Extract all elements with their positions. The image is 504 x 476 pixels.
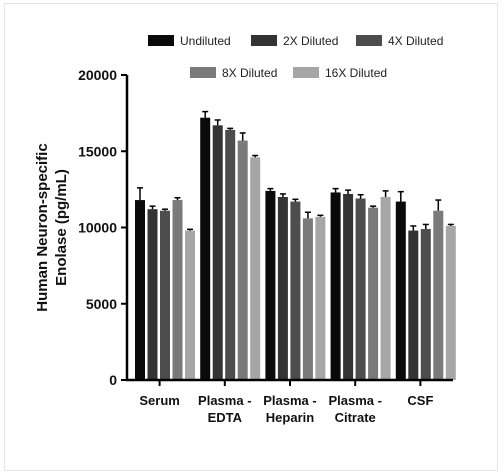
x-axis: Serum Plasma - EDTA Plasma - Heparin Plasma -…: [126, 378, 453, 425]
bar-1-1: [212, 125, 223, 380]
legend-swatch-1: [251, 35, 277, 46]
x-tick-label-3-1: Citrate: [335, 410, 376, 425]
bar-4-4: [445, 225, 456, 380]
y-axis: 0 5000 10000 15000 20000: [78, 67, 129, 388]
bar-0-1: [147, 209, 158, 380]
bar-0-0: [135, 200, 145, 380]
x-tick-label-4-0: CSF: [407, 393, 433, 408]
y-axis-label-line-1: Enolase (pg/mL): [53, 169, 70, 286]
bar-3-4: [380, 197, 391, 380]
y-tick-label-2: 10000: [78, 220, 117, 236]
bar-3-2: [355, 198, 366, 380]
y-tick-label-1: 5000: [86, 296, 117, 312]
x-tick-label-2-0: Plasma -: [263, 393, 316, 408]
y-tick-label-4: 20000: [78, 67, 117, 83]
bar-0-3: [172, 200, 183, 380]
bar-1-4: [250, 157, 261, 380]
bar-2-4: [315, 216, 326, 380]
legend-label-0: Undiluted: [180, 34, 231, 48]
bar-0-4: [185, 230, 195, 380]
legend-swatch-2: [356, 35, 382, 46]
bar-2-3: [302, 218, 313, 380]
legend-label-3: 8X Diluted: [222, 66, 277, 80]
bar-2-0: [265, 190, 276, 380]
legend-swatch-3: [190, 67, 216, 78]
y-tick-label-3: 15000: [78, 143, 117, 159]
legend-swatch-0: [148, 35, 174, 46]
bar-1-3: [237, 140, 248, 380]
x-tick-label-1-0: Plasma -: [198, 393, 251, 408]
bar-4-1: [408, 230, 419, 380]
x-tick-label-1-1: EDTA: [208, 410, 243, 425]
y-tick-label-0: 0: [109, 372, 117, 388]
x-tick-label-2-1: Heparin: [266, 410, 314, 425]
bar-2-2: [290, 201, 301, 380]
legend: Undiluted 2X Diluted 4X Diluted 8X Diluted 1…: [148, 34, 443, 80]
legend-label-1: 2X Diluted: [283, 34, 338, 48]
bar-4-2: [420, 229, 431, 380]
bars: [135, 110, 456, 380]
legend-swatch-4: [293, 67, 319, 78]
bar-4-3: [433, 210, 444, 380]
y-axis-label-line-0: Human Neuron-specific: [34, 143, 51, 311]
bar-4-0: [395, 201, 406, 380]
x-tick-label-3-0: Plasma -: [328, 393, 381, 408]
bar-1-0: [200, 117, 211, 380]
y-axis-label: Human Neuron-specific Enolase (pg/mL): [34, 143, 70, 311]
bar-1-2: [225, 129, 236, 380]
bar-3-0: [330, 192, 341, 380]
bar-3-3: [368, 207, 379, 380]
bar-2-1: [277, 197, 288, 380]
legend-label-2: 4X Diluted: [388, 34, 443, 48]
bar-0-2: [160, 210, 170, 380]
bar-3-1: [343, 193, 354, 380]
x-tick-label-0-0: Serum: [139, 393, 179, 408]
legend-label-4: 16X Diluted: [325, 66, 387, 80]
